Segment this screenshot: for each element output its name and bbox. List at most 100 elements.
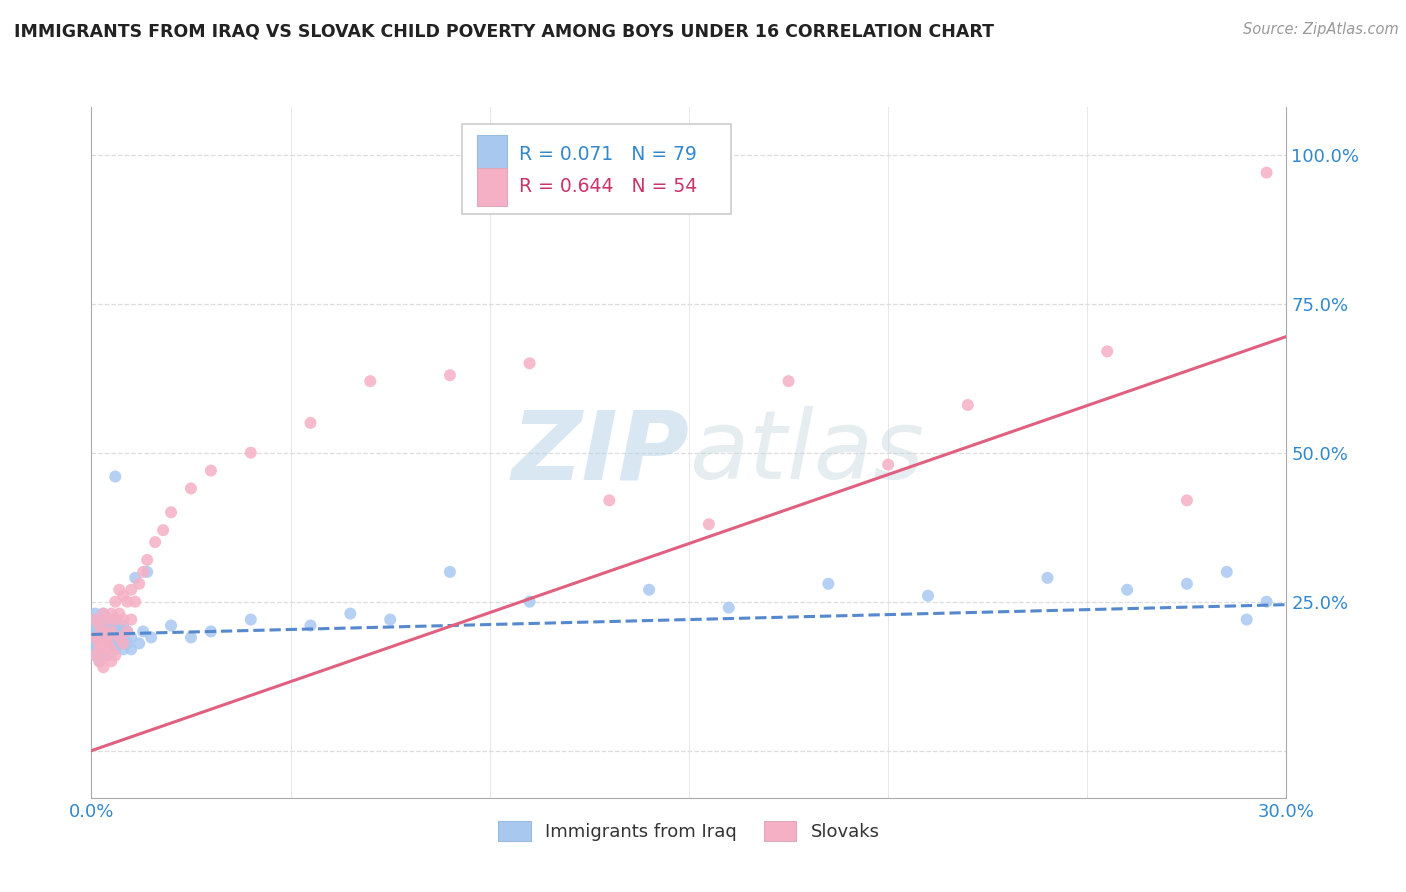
Point [104, 636, 127, 650]
Point [84, 636, 107, 650]
Point [100, 642, 122, 657]
Bar [478, 135, 508, 173]
Point [100, 636, 122, 650]
Point [89, 654, 111, 668]
Point [89, 624, 111, 639]
Text: ZIP: ZIP [510, 406, 689, 500]
Point [136, 565, 159, 579]
Point [96, 648, 118, 663]
Bar [478, 168, 508, 205]
Point [697, 517, 720, 532]
Point [439, 368, 461, 383]
Point [89, 618, 111, 632]
Point [108, 618, 131, 632]
Point [112, 613, 135, 627]
Point [96, 631, 118, 645]
Point [200, 624, 222, 639]
Text: R = 0.071   N = 79: R = 0.071 N = 79 [519, 145, 697, 163]
Point [120, 631, 142, 645]
Point [104, 613, 127, 627]
Point [100, 654, 122, 668]
Point [96, 642, 118, 657]
Point [717, 600, 740, 615]
Point [160, 618, 183, 632]
Point [93, 631, 115, 645]
Point [115, 624, 138, 639]
Point [152, 523, 174, 537]
Point [84, 613, 107, 627]
Point [1036, 571, 1059, 585]
Point [519, 356, 541, 370]
Point [108, 607, 131, 621]
Point [84, 648, 107, 663]
Point [108, 631, 131, 645]
Point [378, 613, 402, 627]
Point [439, 565, 461, 579]
Point [115, 624, 138, 639]
Point [1215, 565, 1237, 579]
Point [93, 642, 115, 657]
Point [1097, 344, 1119, 359]
Point [778, 374, 800, 388]
Point [299, 618, 322, 632]
Point [132, 565, 155, 579]
Text: Source: ZipAtlas.com: Source: ZipAtlas.com [1243, 22, 1399, 37]
Point [112, 636, 135, 650]
Point [89, 642, 111, 657]
Point [817, 576, 839, 591]
Text: IMMIGRANTS FROM IRAQ VS SLOVAK CHILD POVERTY AMONG BOYS UNDER 16 CORRELATION CHA: IMMIGRANTS FROM IRAQ VS SLOVAK CHILD POV… [14, 22, 994, 40]
Point [93, 624, 115, 639]
Point [93, 636, 115, 650]
Point [104, 613, 127, 627]
Point [598, 493, 620, 508]
Point [100, 613, 122, 627]
Point [84, 607, 107, 621]
Point [112, 589, 135, 603]
Point [84, 618, 107, 632]
Point [93, 642, 115, 657]
Point [84, 642, 107, 657]
Point [128, 576, 150, 591]
Point [143, 535, 166, 549]
Point [93, 607, 115, 621]
Point [124, 571, 146, 585]
Text: atlas: atlas [689, 406, 924, 500]
Point [84, 624, 107, 639]
Point [100, 607, 122, 621]
Point [104, 648, 127, 663]
Point [104, 595, 127, 609]
Point [100, 631, 122, 645]
Point [956, 398, 979, 412]
Point [1256, 165, 1278, 179]
Point [339, 607, 361, 621]
Point [877, 458, 900, 472]
Point [93, 660, 115, 674]
Point [239, 613, 262, 627]
Point [120, 582, 142, 597]
Point [96, 624, 118, 639]
Point [89, 618, 111, 632]
Point [96, 613, 118, 627]
Point [89, 636, 111, 650]
Point [239, 446, 262, 460]
Point [104, 469, 127, 483]
Point [136, 553, 159, 567]
Point [89, 654, 111, 668]
FancyBboxPatch shape [461, 124, 731, 214]
Point [84, 631, 107, 645]
Point [100, 624, 122, 639]
Point [638, 582, 661, 597]
Point [124, 595, 146, 609]
Point [93, 618, 115, 632]
Point [96, 636, 118, 650]
Point [89, 631, 111, 645]
Point [89, 648, 111, 663]
Point [89, 613, 111, 627]
Point [100, 642, 122, 657]
Point [160, 505, 183, 519]
Point [120, 642, 142, 657]
Point [112, 618, 135, 632]
Point [359, 374, 381, 388]
Point [112, 642, 135, 657]
Point [180, 631, 202, 645]
